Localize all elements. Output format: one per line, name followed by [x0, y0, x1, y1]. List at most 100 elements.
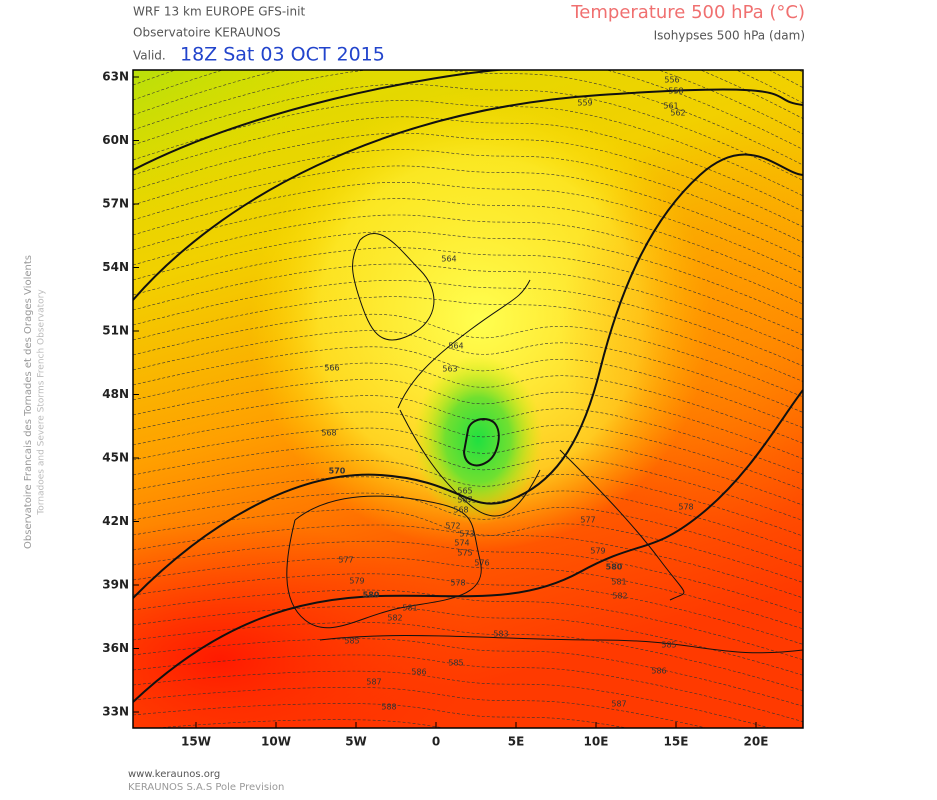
warm-region — [133, 520, 480, 728]
contour-label: 559 — [577, 99, 592, 108]
lon-label: 5E — [508, 735, 525, 749]
lat-label: 54N — [102, 260, 129, 274]
contour-label: 581 — [402, 604, 417, 613]
contour-label: 586 — [411, 668, 426, 677]
isohypse — [133, 198, 803, 289]
isohypse — [133, 88, 803, 301]
isohypse — [133, 263, 803, 351]
longitude-axis: 15W 10W 5W 0 5E 10E 15E 20E — [181, 722, 768, 749]
isohypse — [152, 719, 446, 728]
isohypse — [133, 153, 803, 599]
isohypse — [462, 418, 500, 467]
contour-label: 586 — [651, 667, 666, 676]
contour-label: 568 — [453, 506, 468, 515]
isohypse — [133, 389, 803, 703]
side-title: Observatoire Francais des Tornades et de… — [23, 255, 34, 549]
lon-label: 15W — [181, 735, 211, 749]
contour-label: 556 — [664, 76, 679, 85]
isohypse — [133, 476, 803, 552]
contour-label: 565 — [457, 487, 472, 496]
contour-label: 558 — [668, 87, 683, 96]
contour-label: 561 — [663, 102, 678, 111]
contour-label: 577 — [580, 516, 595, 525]
cold-low — [413, 355, 543, 525]
contour-label: 566 — [324, 364, 339, 373]
isohypse — [133, 330, 803, 413]
coastline — [397, 279, 541, 517]
lon-label: 0 — [432, 735, 440, 749]
lat-label: 60N — [102, 133, 129, 147]
contour-label: 581 — [611, 578, 626, 587]
contour-title: Isohypses 500 hPa (dam) — [654, 29, 805, 43]
contour-label: 564 — [448, 342, 463, 351]
isohypse — [133, 247, 803, 336]
lon-label: 5W — [345, 735, 367, 749]
contour-label: 572 — [445, 522, 460, 531]
isohypse — [133, 670, 771, 728]
contour-label: 587 — [611, 700, 626, 709]
lat-label: 57N — [102, 197, 129, 211]
isohypse — [133, 116, 803, 212]
isohypse — [133, 606, 803, 676]
lat-label: 36N — [102, 641, 129, 655]
contour-label: 575 — [457, 549, 472, 558]
footer-url: www.keraunos.org — [128, 769, 220, 780]
coastline — [559, 449, 685, 601]
contour-label: 579 — [590, 547, 605, 556]
latitude-axis: 63N 60N 57N 54N 51N 48N 45N 42N 39N 36N 33N — [102, 70, 139, 719]
model-label: WRF 13 km EUROPE GFS-init — [133, 5, 305, 19]
contour-label: 568 — [321, 429, 336, 438]
isohypse — [133, 557, 803, 630]
contour-label: 577 — [338, 556, 353, 565]
isohypse — [133, 573, 803, 645]
map-frame — [132, 69, 804, 729]
contour-label: 587 — [366, 678, 381, 687]
contour-label: 585 — [448, 659, 463, 668]
contour-label: 583 — [493, 630, 508, 639]
isohypse — [133, 703, 629, 728]
isohypse — [133, 149, 803, 243]
lon-label: 20E — [744, 735, 769, 749]
lat-label: 33N — [102, 705, 129, 719]
contour-label: 573 — [459, 530, 474, 539]
lon-label: 10W — [261, 735, 291, 749]
isohypse — [133, 427, 803, 506]
isohypse — [133, 279, 803, 367]
contour-label: 585 — [344, 637, 359, 646]
lat-label: 63N — [102, 70, 129, 84]
isohypse — [133, 378, 803, 460]
valid-prefix: Valid. — [133, 49, 166, 63]
lat-label: 51N — [102, 324, 129, 338]
isohypse — [133, 70, 803, 166]
isohypse — [133, 395, 803, 475]
orange-region — [560, 130, 803, 530]
contour-label: 588 — [381, 703, 396, 712]
isohypse — [133, 70, 803, 150]
isohypse — [133, 622, 803, 691]
contour-label: 579 — [349, 577, 364, 586]
isohypse — [133, 508, 803, 583]
lat-label: 39N — [102, 578, 129, 592]
lat-label: 45N — [102, 451, 129, 465]
isohypse — [133, 443, 803, 521]
field-title: Temperature 500 hPa (°C) — [570, 2, 805, 23]
contour-label: 567 — [457, 496, 472, 505]
isohypse — [133, 313, 803, 398]
isohypse — [133, 524, 803, 599]
contour-label: 582 — [612, 592, 627, 601]
isohypse — [133, 70, 508, 171]
main-isohypses — [133, 70, 803, 703]
isohypse — [133, 654, 803, 722]
isohypse — [133, 540, 803, 614]
valid-time: 18Z Sat 03 OCT 2015 — [180, 44, 385, 66]
isohypses — [133, 70, 803, 728]
lon-label: 10E — [584, 735, 609, 749]
contour-label: 582 — [387, 614, 402, 623]
source-label: Observatoire KERAUNOS — [133, 26, 281, 40]
isohypse — [133, 460, 803, 537]
isohypse — [133, 100, 803, 197]
side-subtitle: Tornadoes and Severe Storms French Obser… — [37, 289, 47, 516]
